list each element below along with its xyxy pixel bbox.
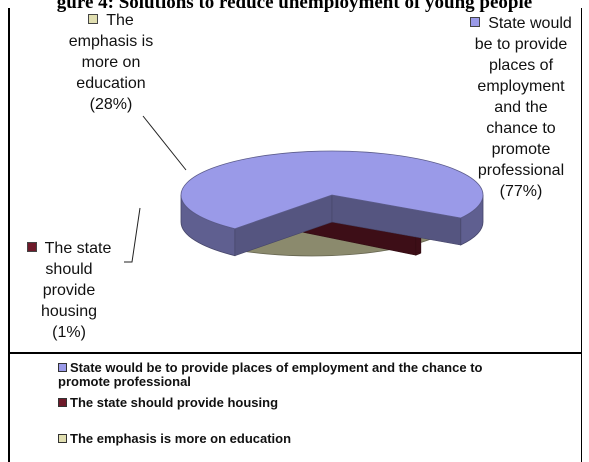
legend-swatch-education (58, 434, 67, 443)
legend-swatch-housing (58, 398, 67, 407)
leader-line-education (142, 115, 187, 171)
data-label-swatch-employment (470, 17, 481, 27)
legend-text: promote professional (58, 374, 191, 389)
legend-text: The state should provide housing (70, 395, 279, 410)
data-label-line: (77%) (499, 183, 543, 200)
chart-legend: State would be to provide places of empl… (8, 352, 582, 462)
data-label-swatch-housing (26, 242, 37, 252)
data-label-line: promote (491, 141, 551, 158)
data-label-line: The (106, 12, 134, 29)
data-label-education: The emphasis is more on education (28%) (36, 10, 186, 115)
data-label-line: and the (494, 99, 548, 116)
chart-title: gure 4: Solutions to reduce unemployment… (56, 0, 533, 12)
legend-item-education: The emphasis is more on education (58, 432, 568, 446)
data-label-line: (1%) (52, 324, 86, 341)
data-label-line: The state (44, 240, 112, 257)
data-label-line: more on (81, 54, 141, 71)
data-label-line: State would (488, 15, 572, 32)
data-label-housing: The state should provide housing (1%) (14, 238, 124, 343)
data-label-line: should (45, 261, 93, 278)
pie-chart (124, 115, 484, 263)
data-label-employment: State would be to provide places of empl… (446, 13, 589, 202)
plot-area: The emphasis is more on education (28%) … (8, 8, 582, 351)
chart-frame (8, 8, 582, 462)
pie-slice-employment (180, 150, 484, 230)
legend-item-employment: State would be to provide places of empl… (58, 361, 568, 389)
legend-text: The emphasis is more on education (70, 431, 292, 446)
data-label-line: chance to (486, 120, 556, 137)
legend-swatch-employment (58, 363, 67, 372)
leader-line-housing (124, 207, 141, 263)
data-label-line: professional (477, 162, 565, 179)
legend-text: State would be to provide places of empl… (70, 360, 483, 375)
data-label-line: (28%) (89, 96, 133, 113)
data-label-line: employment (477, 78, 565, 95)
data-label-line: emphasis is (68, 33, 154, 50)
data-label-line: provide (42, 282, 96, 299)
data-label-swatch-education (88, 14, 99, 24)
data-label-line: be to provide (474, 36, 568, 53)
legend-item-housing: The state should provide housing (58, 396, 568, 410)
data-label-line: places of (488, 57, 554, 74)
data-label-line: education (76, 75, 146, 92)
data-label-line: housing (40, 303, 98, 320)
